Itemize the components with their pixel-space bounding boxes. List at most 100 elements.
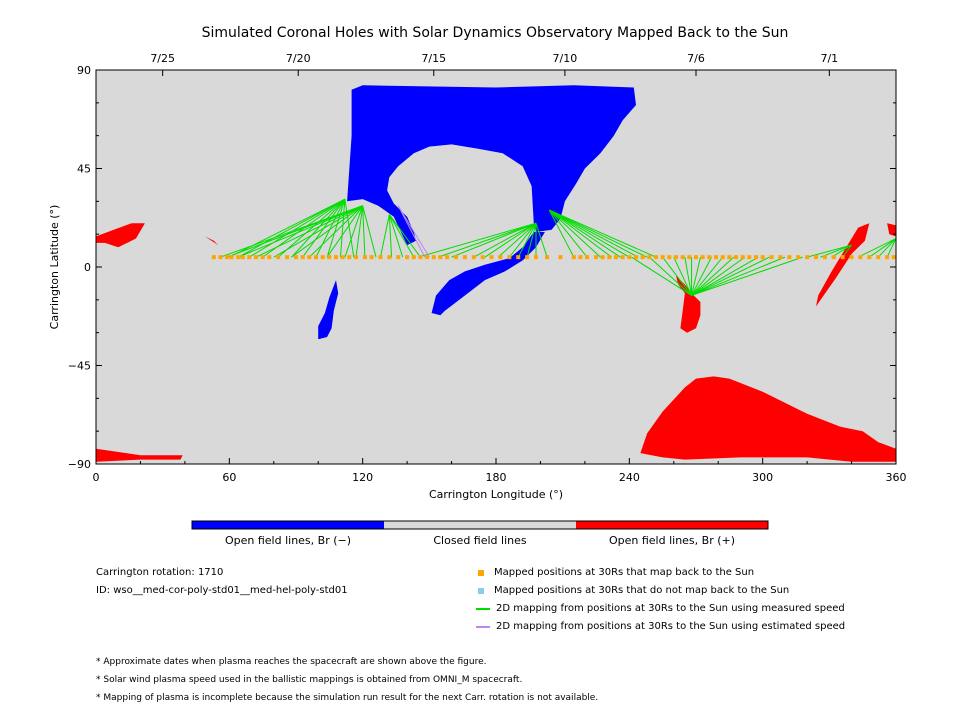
mapping-line-measured	[549, 209, 657, 258]
mapped-position-point	[525, 255, 530, 260]
x-tick-label: 0	[93, 471, 100, 484]
legend-estimated-label: 2D mapping from positions at 30Rs to the…	[496, 621, 846, 632]
mapped-position-point	[607, 255, 612, 260]
mapping-line-measured	[691, 256, 770, 296]
footnote-dates: * Approximate dates when plasma reaches …	[96, 657, 487, 667]
mapping-line-measured	[549, 209, 639, 258]
mapped-position-point	[387, 255, 392, 260]
mapped-position-point	[700, 255, 705, 260]
mapping-line-measured	[549, 209, 621, 258]
mapping-line-measured	[388, 214, 421, 258]
mapped-position-point	[260, 255, 265, 260]
mapped-position-point	[840, 255, 845, 260]
run-id-text: ID: wso__med-cor-poly-std01__med-hel-pol…	[96, 585, 348, 596]
mapped-position-point	[594, 255, 598, 260]
mapping-line-measured	[308, 205, 364, 258]
mapped-position-point	[647, 255, 652, 260]
mapping-line-measured	[355, 205, 364, 258]
coronal-hole-positive-7	[816, 223, 870, 307]
mapped-position-point	[667, 255, 672, 260]
mapped-position-point	[236, 255, 241, 260]
mapping-line-measured	[877, 238, 897, 258]
mapped-position-point	[694, 255, 698, 260]
mapped-position-point	[754, 255, 758, 260]
mapped-position-point	[307, 255, 312, 260]
legend-mapped-back: Mapped positions at 30Rs that map back t…	[478, 567, 754, 578]
mapping-line-measured	[362, 205, 377, 258]
mapped-position-point	[276, 255, 281, 260]
mapping-line-measured	[418, 222, 537, 258]
mapped-position-point	[314, 255, 318, 260]
mapped-position-point	[405, 255, 410, 260]
mapped-position-point	[660, 255, 665, 260]
colorbar-label-negative: Open field lines, Br (−)	[224, 534, 352, 547]
mapped-position-point	[687, 255, 692, 260]
legend-estimated: 2D mapping from positions at 30Rs to the…	[476, 621, 845, 632]
mapped-position-point	[620, 255, 625, 260]
mapping-line-measured	[315, 198, 346, 258]
mapping-line-measured	[451, 222, 537, 258]
mapped-position-point	[778, 255, 783, 260]
date-tick-label: 7/20	[286, 52, 311, 65]
mapping-line-measured	[508, 222, 537, 258]
mapping-line-measured	[673, 256, 693, 296]
mapping-line-measured	[535, 223, 548, 258]
mapping-line-measured	[291, 198, 346, 258]
mapped-position-point	[480, 255, 485, 260]
plot-area: 0 60 120 180 240 300 360 90 45 0 −45 −90 7/25 7/20 7/1…	[68, 52, 907, 484]
mapped-position-point	[585, 255, 590, 260]
mapped-position-point	[891, 255, 896, 260]
coronal-hole-positive-3	[96, 223, 145, 248]
date-tick-label: 7/6	[687, 52, 705, 65]
mapped-position-point	[787, 255, 792, 260]
footnote-incomplete: * Mapping of plasma is incomplete becaus…	[96, 693, 599, 703]
y-tick-label: 0	[84, 261, 91, 274]
mapped-position-point	[498, 255, 503, 260]
mapped-position-point	[814, 255, 818, 260]
mapped-position-point	[740, 255, 745, 260]
mapping-line-measured	[388, 214, 415, 258]
mapping-line-measured	[842, 244, 852, 258]
colorbar-closed	[384, 521, 576, 529]
mapped-position-point	[254, 255, 258, 260]
footnote-speed: * Solar wind plasma speed used in the ba…	[96, 675, 523, 685]
mapping-line-measured	[344, 205, 364, 258]
mapping-line-measured	[388, 214, 404, 258]
mapping-line-measured	[362, 205, 366, 258]
mapping-line-measured	[548, 209, 575, 258]
mapped-position-point	[707, 255, 712, 260]
orange-square-icon	[478, 569, 484, 576]
mapped-position-point	[885, 255, 890, 260]
coronal-hole-negative-0	[347, 85, 636, 246]
mapped-position-point	[300, 255, 305, 260]
mapping-line-measured	[484, 222, 537, 258]
mapped-position-point	[431, 255, 436, 260]
mapped-position-point	[294, 255, 298, 260]
mapped-position-point	[680, 255, 685, 260]
mapped-position-point	[378, 255, 383, 260]
x-tick-label: 300	[752, 471, 773, 484]
legend-mapped-back-label: Mapped positions at 30Rs that map back t…	[494, 567, 755, 578]
mapped-position-point	[347, 255, 352, 260]
mapped-position-point	[876, 255, 881, 260]
mapped-position-point	[489, 255, 494, 260]
mapping-line-measured	[548, 209, 588, 258]
mapping-line-measured	[662, 256, 692, 296]
date-tick-label: 7/25	[150, 52, 175, 65]
legend-not-mapped-label: Mapped positions at 30Rs that do not map…	[494, 585, 790, 596]
mapped-position-point	[534, 255, 538, 260]
mapping-line-measured	[226, 205, 363, 258]
carrington-rotation-text: Carrington rotation: 1710	[96, 567, 224, 578]
mapping-line-measured	[548, 209, 601, 258]
mapped-position-point	[558, 255, 563, 260]
mapping-line-measured	[339, 199, 346, 258]
mapping-line-measured	[291, 205, 363, 258]
coronal-hole-negative-1	[431, 232, 545, 316]
mapping-line-measured	[255, 205, 363, 258]
coronal-hole-positive-4	[96, 448, 183, 462]
mapping-line-measured	[806, 244, 852, 258]
mapping-line-measured	[473, 222, 537, 258]
x-tick-label: 360	[886, 471, 907, 484]
mapped-position-point	[247, 255, 252, 260]
mapped-position-point	[822, 255, 827, 260]
